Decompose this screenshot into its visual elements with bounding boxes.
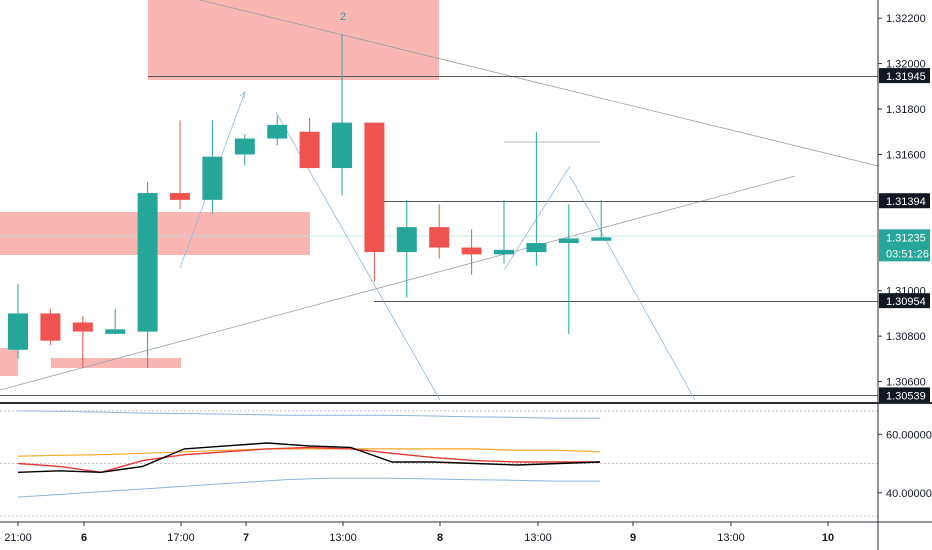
projection-line: [503, 165, 571, 271]
price-tick-label: 1.30600: [886, 377, 926, 389]
candlesticks: [8, 34, 612, 368]
price-tick-label: 1.32000: [886, 59, 926, 71]
price-tick-label: 1.31800: [886, 104, 926, 116]
candle-body: [429, 227, 450, 248]
zone-rect-top: [148, 0, 439, 80]
oscillator-k-line: [17, 442, 601, 474]
level-price-tag: [879, 387, 930, 403]
candle-body: [461, 247, 482, 255]
zone-label: 2: [340, 11, 346, 23]
candle-body: [72, 322, 93, 332]
time-tick-label: 13:00: [524, 532, 552, 544]
oscillator-pane: [0, 402, 932, 517]
candle-body: [8, 313, 28, 350]
zone-rect-small: [51, 358, 181, 368]
candle-body: [299, 131, 320, 169]
candle-body: [40, 313, 61, 341]
candle-body: [202, 156, 223, 200]
level-price-tag: [879, 193, 930, 209]
candle-body: [332, 122, 352, 169]
candle-body: [526, 243, 547, 253]
time-tick-label: 10: [822, 532, 834, 544]
time-tick-label: 21:00: [4, 532, 32, 544]
price-tick-label: 1.32200: [886, 13, 926, 25]
oscillator-d-line: [17, 446, 600, 474]
pane-separator: [0, 402, 932, 404]
projection-line: [569, 175, 696, 401]
time-tick-label: 7: [243, 532, 249, 544]
candle-body: [137, 193, 158, 332]
oscillator-upper-band: [17, 410, 600, 419]
oscillator-sma-line: [17, 448, 601, 457]
trendline-descending: [199, 0, 879, 167]
candle-body: [234, 138, 255, 155]
candle-body: [267, 124, 288, 139]
candle-body: [396, 227, 417, 253]
oscillator-lower-band: [17, 477, 600, 498]
price-tag-label: 1.31945: [886, 71, 926, 83]
candle-body: [558, 238, 579, 244]
zone-rect-edge: [0, 348, 18, 376]
time-tick-label: 13:00: [717, 532, 745, 544]
time-tick-label: 13:00: [329, 532, 357, 544]
price-tag-label: 1.30954: [886, 296, 926, 308]
current-price-tag: [879, 229, 930, 262]
level-price-tag: [879, 68, 930, 84]
candle-countdown: 03:51:26: [886, 248, 929, 260]
time-tick-label: 6: [81, 532, 87, 544]
time-tick-label: 9: [630, 532, 636, 544]
candle-body: [105, 329, 126, 334]
candle-body: [364, 122, 385, 253]
time-tick-label: 17:00: [167, 532, 195, 544]
price-tag-label: 1.30539: [886, 390, 926, 402]
trendline-ascending: [0, 175, 796, 391]
price-tag-label: 1.31394: [886, 196, 926, 208]
price-tick-label: 1.30800: [886, 331, 926, 343]
level-price-tag: [879, 293, 930, 309]
oscillator-tick-label: 40.00000: [886, 488, 932, 500]
candle-body: [170, 193, 190, 200]
time-tick-label: 8: [437, 532, 443, 544]
candle-body: [591, 237, 612, 241]
projection-arrowhead: [239, 91, 246, 100]
price-tag-label: 1.31235: [886, 232, 926, 244]
time-axis[interactable]: 21:00 6 17:00 7 13:00 8 13:00 9 13:00 10: [4, 522, 834, 544]
candle-body: [494, 249, 514, 255]
oscillator-tick-label: 60.00000: [886, 429, 932, 441]
price-tick-label: 1.31600: [886, 149, 926, 161]
